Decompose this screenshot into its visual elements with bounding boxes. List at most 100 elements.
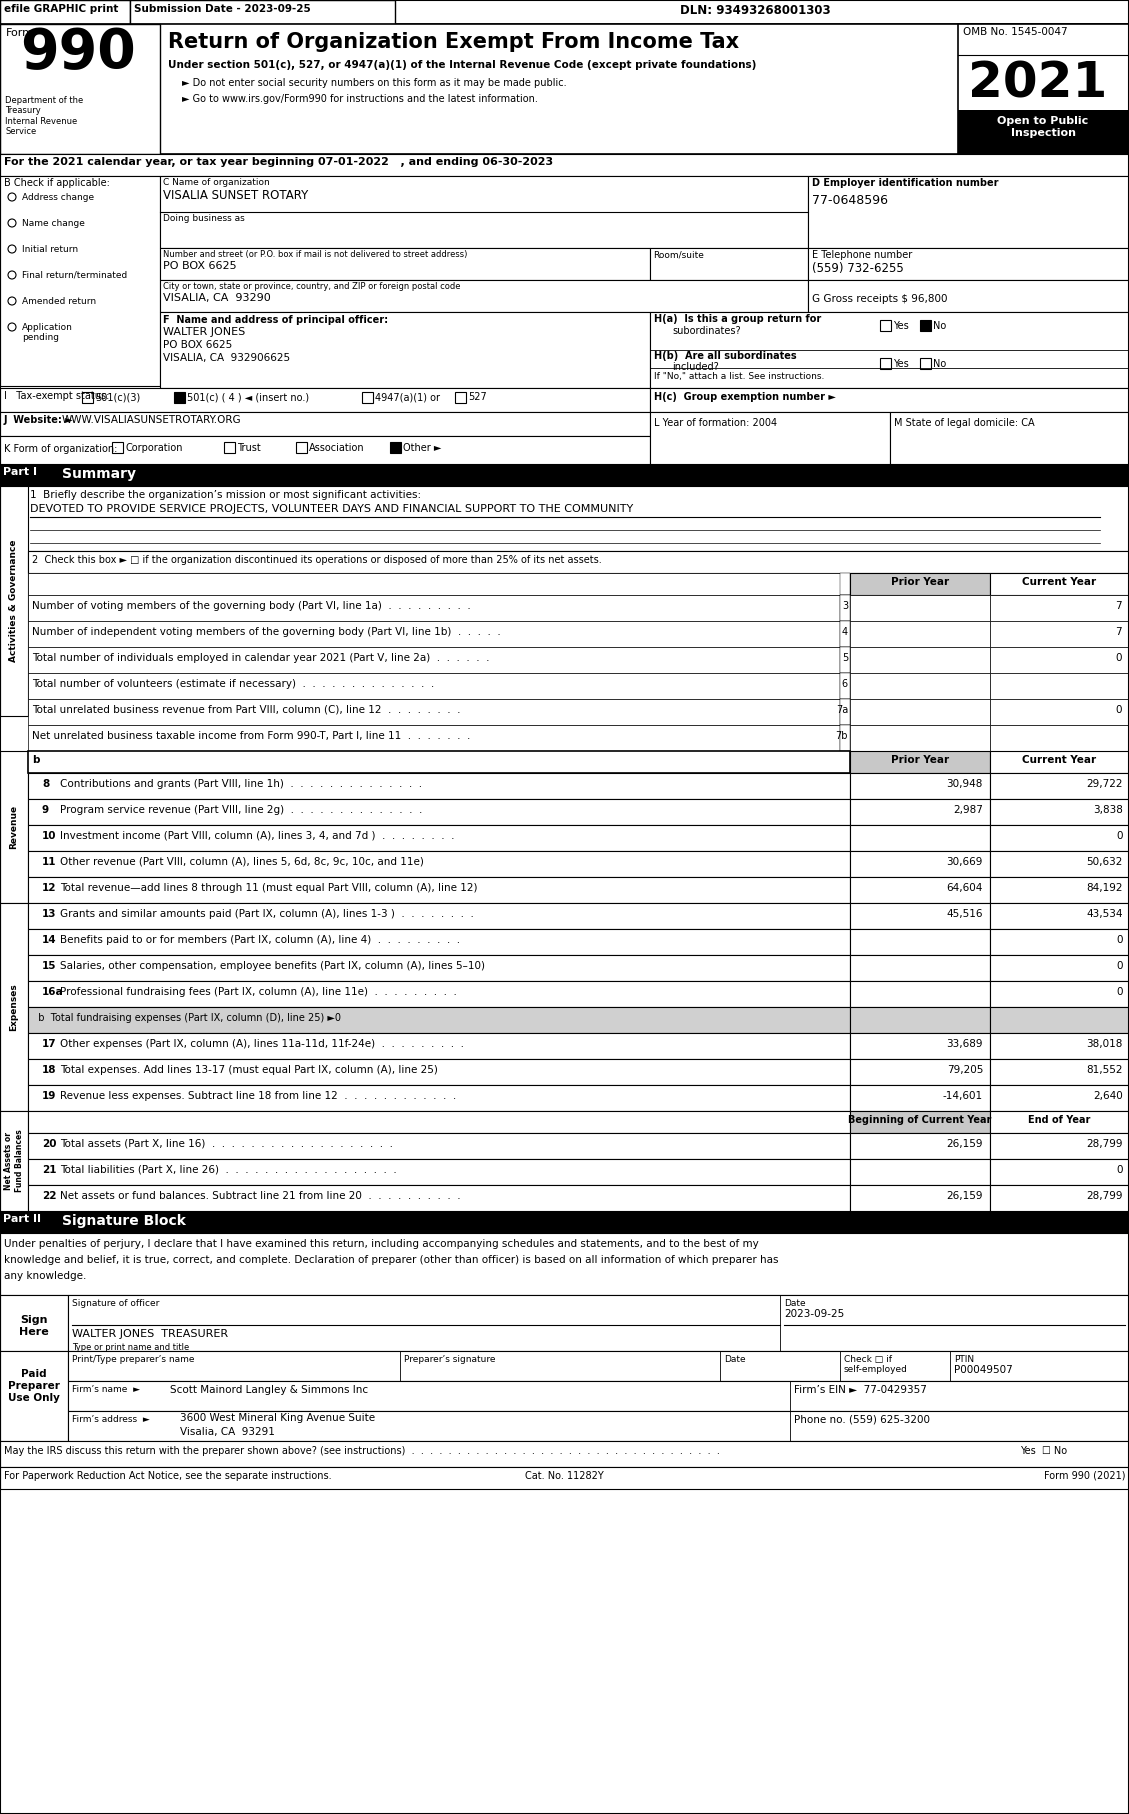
Text: 33,689: 33,689 (946, 1039, 983, 1048)
Text: Type or print name and title: Type or print name and title (72, 1342, 190, 1351)
Text: E Telephone number: E Telephone number (812, 250, 912, 259)
Text: Total number of individuals employed in calendar year 2021 (Part V, line 2a)  . : Total number of individuals employed in … (32, 653, 490, 662)
Text: 0: 0 (1115, 653, 1122, 662)
Text: Investment income (Part VIII, column (A), lines 3, 4, and 7d )  .  .  .  .  .  .: Investment income (Part VIII, column (A)… (60, 831, 455, 842)
Text: If "No," attach a list. See instructions.: If "No," attach a list. See instructions… (654, 372, 824, 381)
Text: 12: 12 (42, 883, 56, 892)
Bar (0, 1468, 1129, 1489)
Text: Part II: Part II (3, 1214, 41, 1224)
Text: 501(c) ( 4 ) ◄ (insert no.): 501(c) ( 4 ) ◄ (insert no.) (187, 392, 309, 403)
Bar (840, 673, 850, 698)
Text: D Employer identification number: D Employer identification number (812, 178, 998, 189)
Bar (0, 176, 160, 386)
Text: WALTER JONES  TREASURER: WALTER JONES TREASURER (72, 1330, 228, 1339)
Text: WALTER JONES: WALTER JONES (163, 327, 245, 337)
Bar (28, 929, 850, 954)
Text: Prior Year: Prior Year (891, 755, 949, 766)
Text: Expenses: Expenses (9, 983, 18, 1030)
Text: 3600 West Mineral King Avenue Suite: 3600 West Mineral King Avenue Suite (180, 1413, 375, 1422)
Bar (224, 443, 235, 454)
Text: 64,604: 64,604 (946, 883, 983, 892)
Text: Check □ if: Check □ if (844, 1355, 892, 1364)
Text: Scott Mainord Langley & Simmons Inc: Scott Mainord Langley & Simmons Inc (170, 1386, 368, 1395)
Bar (990, 751, 1129, 773)
Text: Net unrelated business taxable income from Form 990-T, Part I, line 11  .  .  . : Net unrelated business taxable income fr… (32, 731, 471, 740)
Text: 20: 20 (42, 1139, 56, 1148)
Bar (28, 620, 840, 648)
Text: Program service revenue (Part VIII, line 2g)  .  .  .  .  .  .  .  .  .  .  .  .: Program service revenue (Part VIII, line… (60, 805, 422, 814)
Bar (362, 392, 373, 403)
Text: Other expenses (Part IX, column (A), lines 11a-11d, 11f-24e)  .  .  .  .  .  .  : Other expenses (Part IX, column (A), lin… (60, 1039, 464, 1048)
Bar (990, 1085, 1129, 1110)
Text: 17: 17 (42, 1039, 56, 1048)
Bar (130, 0, 395, 24)
Bar (990, 1134, 1129, 1159)
Text: Revenue: Revenue (9, 805, 18, 849)
Bar (990, 903, 1129, 929)
Bar (990, 981, 1129, 1007)
Text: Total assets (Part X, line 16)  .  .  .  .  .  .  .  .  .  .  .  .  .  .  .  .  : Total assets (Part X, line 16) . . . . .… (60, 1139, 393, 1148)
Bar (68, 1411, 1129, 1440)
Text: M State of legal domicile: CA: M State of legal domicile: CA (894, 417, 1034, 428)
Bar (990, 929, 1129, 954)
Text: Final return/terminated: Final return/terminated (21, 270, 128, 279)
Bar (650, 412, 890, 464)
Bar (850, 726, 990, 751)
Text: 19: 19 (42, 1090, 56, 1101)
Bar (0, 1440, 1129, 1468)
Text: For the 2021 calendar year, or tax year beginning 07-01-2022   , and ending 06-3: For the 2021 calendar year, or tax year … (5, 158, 553, 167)
Text: Total unrelated business revenue from Part VIII, column (C), line 12  .  .  .  .: Total unrelated business revenue from Pa… (32, 706, 461, 715)
Bar (808, 279, 1129, 312)
Text: Firm’s address  ►: Firm’s address ► (72, 1415, 150, 1424)
Text: 26,159: 26,159 (946, 1192, 983, 1201)
Bar (990, 1059, 1129, 1085)
Bar (890, 412, 1129, 464)
Text: 11: 11 (42, 856, 56, 867)
Bar (850, 1185, 990, 1212)
Bar (850, 1059, 990, 1085)
Text: Total number of volunteers (estimate if necessary)  .  .  .  .  .  .  .  .  .  .: Total number of volunteers (estimate if … (32, 678, 435, 689)
Text: Firm’s EIN ►  77-0429357: Firm’s EIN ► 77-0429357 (794, 1386, 927, 1395)
Text: Visalia, CA  93291: Visalia, CA 93291 (180, 1428, 274, 1437)
Text: 0: 0 (1117, 1165, 1123, 1175)
Text: -14,601: -14,601 (943, 1090, 983, 1101)
Bar (850, 648, 990, 673)
Bar (0, 0, 130, 24)
Text: H(c)  Group exemption number ►: H(c) Group exemption number ► (654, 392, 835, 403)
Text: Amended return: Amended return (21, 297, 96, 307)
Bar (28, 573, 850, 595)
Bar (28, 851, 850, 876)
Bar (28, 1110, 850, 1134)
Bar (28, 1059, 850, 1085)
Text: 5: 5 (842, 653, 848, 662)
Text: City or town, state or province, country, and ZIP or foreign postal code: City or town, state or province, country… (163, 281, 461, 290)
Text: ► Go to www.irs.gov/Form990 for instructions and the latest information.: ► Go to www.irs.gov/Form990 for instruct… (182, 94, 537, 103)
Bar (990, 876, 1129, 903)
Bar (28, 1134, 850, 1159)
Bar (850, 698, 990, 726)
Text: (559) 732-6255: (559) 732-6255 (812, 261, 903, 276)
Bar (850, 1134, 990, 1159)
Bar (68, 1295, 1129, 1351)
Bar (0, 1234, 1129, 1295)
Text: Phone no. (559) 625-3200: Phone no. (559) 625-3200 (794, 1415, 930, 1426)
Text: 18: 18 (42, 1065, 56, 1076)
Text: included?: included? (672, 363, 719, 372)
Text: Form: Form (6, 27, 34, 38)
Text: Signature of officer: Signature of officer (72, 1299, 159, 1308)
Bar (990, 851, 1129, 876)
Text: any knowledge.: any knowledge. (5, 1272, 87, 1281)
Bar (850, 798, 990, 825)
Text: WWW.VISALIASUNSETROTARY.ORG: WWW.VISALIASUNSETROTARY.ORG (62, 415, 242, 424)
Text: 4947(a)(1) or: 4947(a)(1) or (375, 392, 440, 403)
Bar (990, 1110, 1129, 1134)
Text: 84,192: 84,192 (1086, 883, 1123, 892)
Bar (959, 111, 1129, 154)
Bar (840, 673, 850, 698)
Text: 7b: 7b (835, 731, 848, 740)
Bar (990, 726, 1129, 751)
Text: 79,205: 79,205 (946, 1065, 983, 1076)
Text: No: No (933, 359, 946, 368)
Text: Initial return: Initial return (21, 245, 78, 254)
Bar (850, 1032, 990, 1059)
